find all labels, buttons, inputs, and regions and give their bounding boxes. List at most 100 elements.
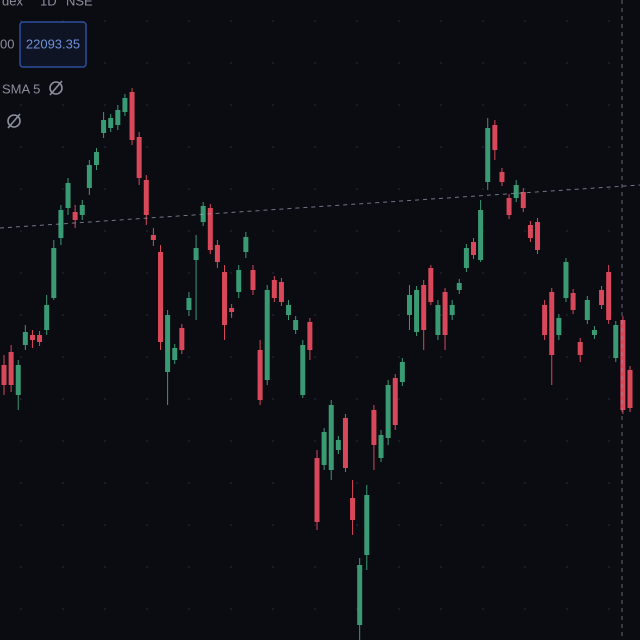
candle-body (591, 330, 597, 335)
candle-body (58, 210, 64, 238)
candle-body (584, 300, 590, 320)
crosshair-horizontal (0, 184, 640, 229)
candle-body (385, 385, 391, 438)
header-exchange: NSE (66, 0, 93, 8)
candle-body (599, 290, 605, 305)
candle-body (307, 322, 313, 350)
candle-body (278, 282, 284, 302)
candle-body (406, 295, 412, 315)
candle-body (577, 342, 583, 355)
candle-body (286, 305, 292, 315)
candle-body (513, 185, 519, 198)
candle-body (449, 305, 455, 315)
candle-body (222, 272, 228, 325)
candle-body (8, 352, 14, 385)
candle-body (556, 318, 562, 335)
candle-body (371, 410, 377, 445)
candle-body (463, 248, 469, 268)
candle-body (293, 320, 299, 330)
candle-body (542, 305, 548, 335)
candle-body (1, 365, 7, 385)
candle-body (485, 128, 491, 182)
header-symbol: dex (2, 0, 23, 8)
candle-body (392, 378, 398, 425)
legend-value: 00 (0, 36, 14, 51)
candle-body (150, 235, 156, 240)
candle-body (207, 208, 213, 250)
candle-body (37, 335, 43, 342)
candle-body (563, 262, 569, 298)
candle-body (179, 328, 185, 350)
candle-body (428, 268, 434, 302)
candle-body (414, 290, 420, 332)
candle-body (29, 335, 35, 340)
candle-body (527, 225, 533, 238)
candle-body (214, 245, 220, 262)
candle-body (229, 308, 235, 312)
candle-body (158, 252, 163, 342)
candle-body (44, 305, 50, 330)
candle-body (357, 565, 363, 625)
candle-body (65, 183, 71, 208)
candle-body (165, 315, 171, 372)
candle-body (613, 325, 619, 358)
candle-body (300, 345, 306, 395)
candle-body (122, 98, 128, 112)
candle-body (143, 180, 149, 215)
candle-body (51, 248, 57, 298)
candle-body (606, 272, 612, 320)
candle-body (435, 305, 441, 335)
candles (1, 88, 633, 640)
candle-body (93, 152, 99, 165)
hide-icon[interactable] (7, 113, 21, 129)
candle-body (399, 362, 405, 382)
candle-body (172, 348, 178, 360)
candle-body (22, 332, 28, 345)
candle-body (342, 418, 348, 468)
candle-body (506, 198, 512, 215)
candle-body (520, 192, 526, 208)
candle-body (421, 285, 427, 330)
candle-body (499, 172, 505, 182)
candle-body (364, 495, 370, 555)
candle-body (314, 458, 320, 522)
candle-body (570, 293, 576, 310)
candle-body (236, 270, 242, 292)
candle-body (335, 440, 341, 450)
candle-body (257, 350, 263, 400)
candle-body (243, 237, 249, 252)
price-label: 22093.35 (26, 36, 80, 51)
candle-body (350, 498, 356, 520)
candle-body (186, 298, 192, 310)
candle-body (535, 222, 541, 250)
candle-body (471, 242, 476, 255)
candle-body (86, 165, 92, 188)
candle-body (456, 283, 462, 290)
candle-body (129, 92, 135, 140)
candle-body (271, 280, 277, 298)
candle-body (72, 212, 78, 220)
candle-body (250, 270, 256, 290)
candle-body (492, 125, 498, 150)
candle-body (136, 137, 142, 178)
candle-body (115, 110, 121, 125)
candle-body (442, 292, 448, 335)
indicator-label: SMA 5 (2, 81, 40, 96)
candle-body (549, 292, 555, 355)
candle-body (108, 118, 114, 128)
candle-body (193, 248, 199, 260)
candle-body (620, 320, 626, 410)
hide-icon[interactable] (49, 80, 63, 96)
candle-body (321, 432, 327, 465)
price-label-box[interactable] (19, 21, 87, 68)
candle-body (328, 405, 334, 470)
candle-body (79, 205, 85, 215)
candle-body (101, 120, 107, 133)
candle-body (478, 210, 484, 260)
candle-body (378, 435, 384, 458)
candle-body (627, 370, 633, 408)
header-interval: 1D (40, 0, 57, 8)
candle-body (264, 290, 270, 380)
candle-body (15, 365, 21, 395)
